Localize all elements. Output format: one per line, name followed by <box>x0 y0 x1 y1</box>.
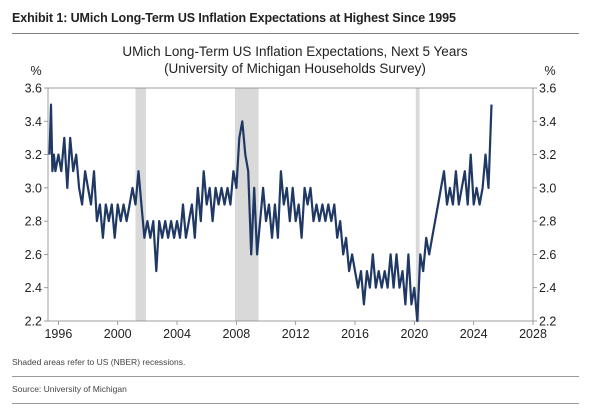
recession-note: Shaded areas refer to US (NBER) recessio… <box>12 357 186 367</box>
chart-subtitle: (University of Michigan Households Surve… <box>164 61 426 76</box>
y-tick-label: 3.0 <box>25 181 42 195</box>
recession-band <box>234 88 259 321</box>
y-tick-label: 2.8 <box>25 215 42 229</box>
source-text: Source: University of Michigan <box>12 384 127 394</box>
x-tick-label: 2028 <box>519 327 547 341</box>
y-tick-label: 3.4 <box>25 115 42 129</box>
x-tick-label: 2000 <box>104 327 132 341</box>
chart-title: UMich Long-Term US Inflation Expectation… <box>122 44 467 59</box>
x-tick-label: 2012 <box>282 327 310 341</box>
y-axis-label-left: % <box>30 64 41 78</box>
recession-band <box>415 88 420 321</box>
x-tick-label: 2020 <box>400 327 428 341</box>
y-tick-label: 2.4 <box>539 281 556 295</box>
y-tick-label: 2.6 <box>539 248 556 262</box>
y-tick-label: 2.2 <box>539 315 556 329</box>
x-tick-label: 2008 <box>222 327 250 341</box>
inflation-expectations-line <box>48 103 493 323</box>
x-tick-label: 2024 <box>460 327 488 341</box>
bottom-divider <box>12 403 579 404</box>
source-divider <box>12 376 579 377</box>
y-tick-label: 2.4 <box>25 281 42 295</box>
y-tick-label: 3.2 <box>25 148 42 162</box>
y-ticks-left: 2.2 2.4 2.6 2.8 3.0 3.2 3.4 3.6 <box>25 82 48 329</box>
y-ticks-right: 2.2 2.4 2.6 2.8 3.0 3.2 3.4 3.6 <box>533 82 556 329</box>
chart: UMich Long-Term US Inflation Expectation… <box>25 44 557 341</box>
y-tick-label: 3.4 <box>539 115 556 129</box>
plot-frame <box>47 87 534 322</box>
top-divider <box>12 33 579 34</box>
y-tick-label: 3.6 <box>539 82 556 96</box>
y-tick-label: 3.6 <box>25 82 42 96</box>
x-tick-label: 2004 <box>163 327 191 341</box>
y-tick-label: 3.0 <box>539 181 556 195</box>
y-tick-label: 2.8 <box>539 215 556 229</box>
y-axis-label-right: % <box>544 64 555 78</box>
exhibit-title: Exhibit 1: UMich Long-Term US Inflation … <box>12 11 456 25</box>
y-tick-label: 2.2 <box>25 315 42 329</box>
x-ticks: 1996 2000 2004 2008 2012 2016 2020 2024 2028 <box>44 321 547 341</box>
y-tick-label: 3.2 <box>539 148 556 162</box>
x-tick-label: 2016 <box>341 327 369 341</box>
x-tick-label: 1996 <box>44 327 72 341</box>
y-tick-label: 2.6 <box>25 248 42 262</box>
